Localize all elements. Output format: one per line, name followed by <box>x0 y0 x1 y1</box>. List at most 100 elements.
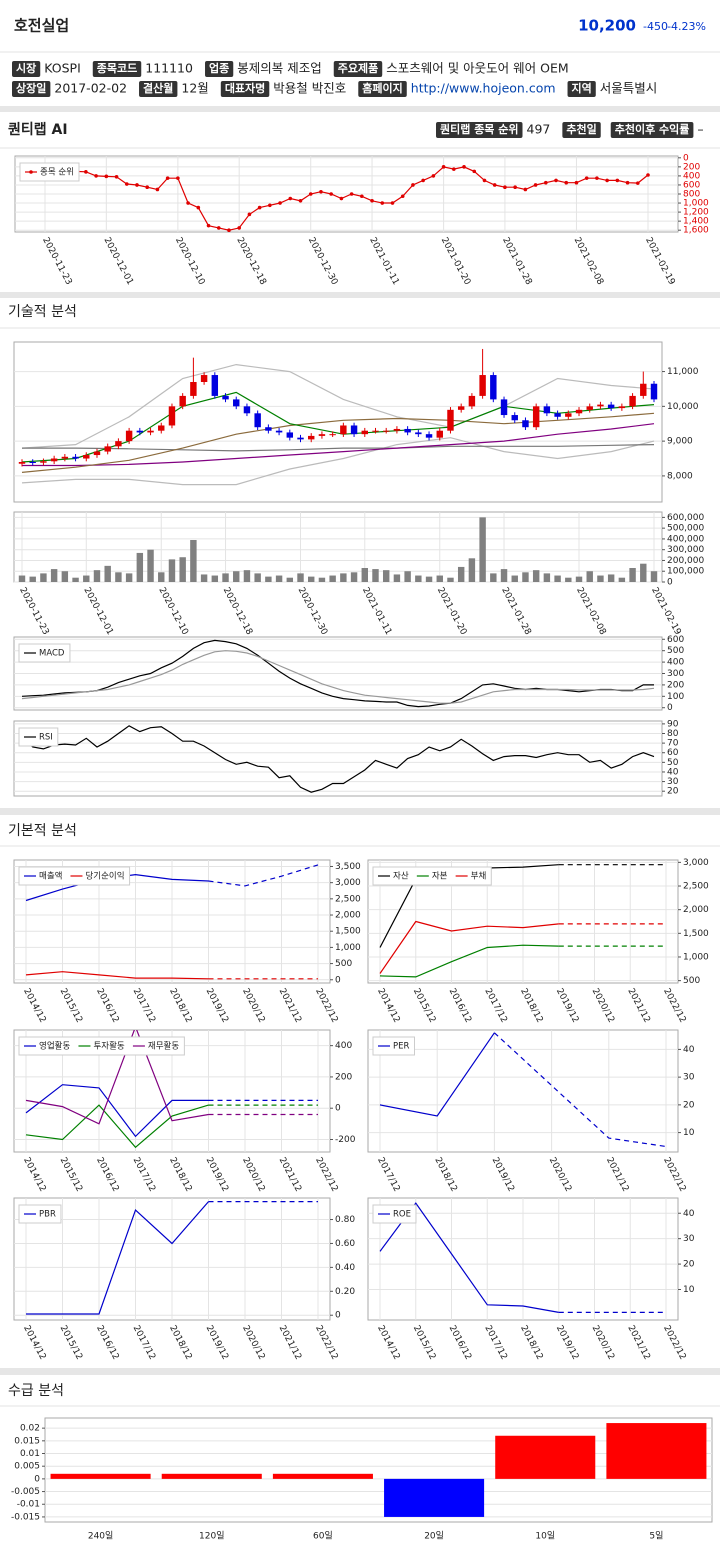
y-tick-label: 500 <box>335 959 352 969</box>
bar <box>211 575 219 582</box>
candle-body <box>61 456 69 459</box>
point <box>145 185 150 190</box>
point <box>431 174 436 178</box>
candle-body <box>404 428 411 433</box>
point <box>319 189 323 194</box>
y-tick-label: 60 <box>667 748 679 758</box>
badge <box>567 81 596 97</box>
y-tick-label: 0.80 <box>335 1215 355 1225</box>
y-tick-label: 400,000 <box>667 534 704 544</box>
point <box>503 185 507 190</box>
y-tick-label: -0.015 <box>11 1512 40 1522</box>
badge <box>436 122 523 138</box>
bar <box>50 569 58 582</box>
legend-box <box>18 1036 185 1056</box>
line <box>379 920 559 974</box>
badge <box>610 122 694 138</box>
bar <box>500 569 508 582</box>
point <box>135 183 139 187</box>
legend-label: ROE <box>393 1210 411 1220</box>
y-tick-label: 600 <box>667 635 684 645</box>
point <box>308 192 313 196</box>
y-tick-label: 0 <box>335 975 341 985</box>
legend-box <box>18 1204 62 1224</box>
y-tick-label: 9,000 <box>667 437 693 447</box>
candle-body <box>597 404 604 407</box>
y-tick-label: -200 <box>335 1135 356 1145</box>
candle-body <box>168 406 176 426</box>
bar <box>243 570 251 582</box>
y-tick-label: -0.01 <box>17 1500 40 1510</box>
plot <box>25 1030 318 1149</box>
y-tick-label: 40 <box>667 767 679 777</box>
y-tick-label: 10 <box>683 1285 695 1295</box>
y-tick-label: 0 <box>34 1474 40 1484</box>
y-tick-label: 50 <box>667 758 679 768</box>
candle-body <box>318 434 326 436</box>
y-tick-label: 0 <box>667 578 673 588</box>
bar <box>495 1435 596 1479</box>
bar <box>50 1473 151 1479</box>
bar <box>18 575 26 582</box>
bar <box>272 1473 373 1479</box>
y-tick-label: 3,500 <box>335 862 361 872</box>
y-tick-label: 0.005 <box>14 1462 40 1472</box>
point <box>196 205 201 210</box>
bar <box>329 575 336 582</box>
badge-value: 2017-02-02 <box>54 81 127 96</box>
point <box>605 178 609 183</box>
badge-label: 지역 <box>572 81 592 95</box>
y-tick-label: 500 <box>683 976 700 986</box>
line <box>21 725 655 793</box>
candle-body <box>393 428 401 431</box>
y-tick-label: 2,000 <box>683 905 709 915</box>
y-tick-label: 400 <box>335 1041 352 1051</box>
candle-body <box>222 395 229 400</box>
point <box>646 173 650 177</box>
line <box>22 423 655 467</box>
point <box>564 180 569 185</box>
candle-body <box>50 458 58 462</box>
badge-label: 주요제품 <box>338 61 378 75</box>
y-tick-label: 300 <box>667 669 684 679</box>
bar <box>640 563 647 582</box>
candle-body <box>158 425 165 431</box>
line <box>379 944 559 978</box>
point <box>349 192 354 196</box>
section-title: 기술적 분석 <box>8 304 77 320</box>
candle-body <box>554 413 561 417</box>
badge <box>92 61 142 77</box>
line <box>493 1032 667 1148</box>
legend-label: 매출액 <box>39 871 62 882</box>
point <box>360 194 364 199</box>
legend-box <box>372 1036 415 1056</box>
bar <box>233 571 240 582</box>
candle-body <box>147 430 154 433</box>
y-tick-label: 1,400 <box>683 217 709 227</box>
candle-body <box>350 425 358 435</box>
bar <box>72 577 79 582</box>
candle-body <box>490 375 497 400</box>
point <box>543 180 548 185</box>
point <box>114 175 119 179</box>
y-tick-label: 40 <box>683 1045 695 1055</box>
badge-label: 결산월 <box>143 81 173 95</box>
candle-body <box>607 404 615 409</box>
candle-body <box>629 395 636 407</box>
point <box>584 176 589 180</box>
bar <box>650 571 658 582</box>
x-tick-label: 20일 <box>424 1531 444 1542</box>
y-tick-label: 0 <box>667 703 673 713</box>
badge-label: 대표자명 <box>225 81 265 95</box>
bar <box>200 574 208 582</box>
candle-body <box>640 383 647 396</box>
bar <box>618 577 626 582</box>
bar <box>179 557 186 582</box>
y-tick-label: 0 <box>683 153 689 163</box>
point <box>124 182 129 186</box>
candle-body <box>136 430 144 433</box>
badge-label: 종목코드 <box>97 62 137 75</box>
bar <box>607 574 615 582</box>
candle-body <box>211 375 219 396</box>
y-tick-label: 40 <box>683 1209 695 1219</box>
